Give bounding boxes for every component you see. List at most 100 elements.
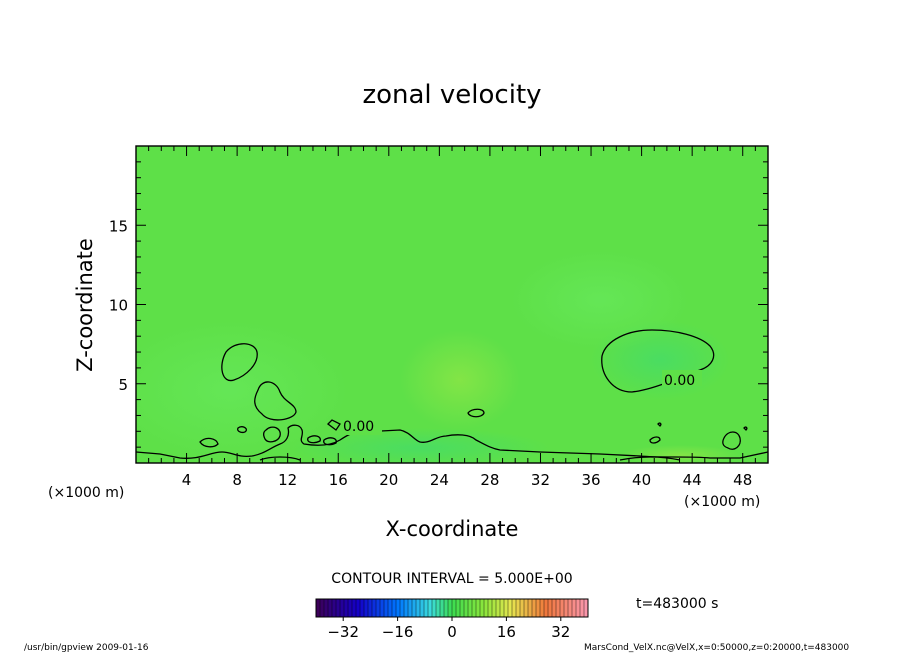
y-tick-label: 10 [109, 297, 128, 315]
colorbar-cell [576, 599, 581, 617]
x-unit-label-left: (×1000 m) [48, 485, 124, 501]
colorbar-cell [360, 599, 365, 617]
y-axis-label: Z-coordinate [73, 238, 97, 372]
time-label: t=483000 s [636, 596, 718, 612]
colorbar-cell [352, 599, 357, 617]
x-tick-label: 16 [329, 471, 348, 489]
contour-line [657, 422, 662, 427]
field-shade [400, 330, 520, 430]
colorbar-cell [336, 599, 341, 617]
colorbar-cell [516, 599, 521, 617]
colorbar-cell [388, 599, 393, 617]
colorbar-cell [436, 599, 441, 617]
colorbar-cell [316, 599, 321, 617]
contour-line [262, 426, 281, 443]
contour-label: 0.00 [664, 373, 695, 389]
colorbar-cell [568, 599, 573, 617]
colorbar-cell [552, 599, 557, 617]
x-axis-ticks: 4 8 12 16 20 24 28 32 36 40 44 48 [148, 146, 756, 489]
colorbar-cell [556, 599, 561, 617]
x-axis-label: X-coordinate [386, 517, 519, 541]
colorbar-cell [580, 599, 585, 617]
colorbar-cell [528, 599, 533, 617]
colorbar-cell [368, 599, 373, 617]
y-axis-ticks: 5 10 15 [109, 161, 768, 448]
x-tick-label: 44 [683, 471, 702, 489]
colorbar-cell [332, 599, 337, 617]
colorbar-cell [380, 599, 385, 617]
colorbar-cell [464, 599, 469, 617]
footer-left: /usr/bin/gpview 2009-01-16 [24, 643, 149, 653]
colorbar-cell [364, 599, 369, 617]
colorbar-cell [444, 599, 449, 617]
colorbar-cell [548, 599, 553, 617]
colorbar-cell [448, 599, 453, 617]
x-tick-label: 28 [480, 471, 499, 489]
colorbar-cell [340, 599, 345, 617]
colorbar-cell [412, 599, 417, 617]
colorbar-cell [324, 599, 329, 617]
colorbar-cell [480, 599, 485, 617]
colorbar-cell [476, 599, 481, 617]
colorbar-cell [400, 599, 405, 617]
colorbar-cell [512, 599, 517, 617]
x-tick-label: 40 [632, 471, 651, 489]
contour-line [199, 437, 219, 448]
x-tick-label: 48 [733, 471, 752, 489]
colorbar-cell [496, 599, 501, 617]
contour-label-bg [662, 370, 702, 386]
contour-line [649, 436, 661, 444]
colorbar-cell [488, 599, 493, 617]
y-tick-label: 5 [118, 376, 128, 394]
colorbar-cell [572, 599, 577, 617]
contour-line [254, 381, 297, 421]
contour-line [601, 329, 715, 393]
colorbar-tick-label: 0 [447, 623, 457, 641]
contour-interval-label: CONTOUR INTERVAL = 5.000E+00 [331, 571, 572, 587]
colorbar-cell [540, 599, 545, 617]
contour-line [136, 424, 768, 459]
x-tick-label: 32 [531, 471, 550, 489]
colorbar-cell [472, 599, 477, 617]
x-tick-label: 8 [232, 471, 242, 489]
chart-title: zonal velocity [362, 80, 541, 110]
x-unit-label-right: (×1000 m) [684, 494, 760, 510]
field-shade [290, 428, 550, 463]
colorbar-cell [492, 599, 497, 617]
contour-line [221, 343, 258, 382]
x-tick-label: 4 [182, 471, 192, 489]
colorbar-cell [416, 599, 421, 617]
colorbar-cell [348, 599, 353, 617]
colorbar-cell [372, 599, 377, 617]
colorbar-cell [392, 599, 397, 617]
contour-label-bg [342, 419, 382, 435]
footer-right: MarsCond_VelX.nc@VelX,x=0:50000,z=0:2000… [584, 643, 849, 653]
colorbar-cell [404, 599, 409, 617]
colorbar-tick-label: 32 [551, 623, 570, 641]
colorbar-cell [396, 599, 401, 617]
colorbar-cell [560, 599, 565, 617]
colorbar-cell [384, 599, 389, 617]
colorbar-cell [452, 599, 457, 617]
colorbar-cell [544, 599, 549, 617]
contour-line [323, 437, 337, 446]
colorbar-cell [344, 599, 349, 617]
colorbar-cell [456, 599, 461, 617]
colorbar-cell [424, 599, 429, 617]
colorbar-cell [428, 599, 433, 617]
x-tick-label: 24 [430, 471, 449, 489]
colorbar [315, 599, 589, 617]
colorbar-tick-label: −16 [382, 623, 414, 641]
colorbar-cell [508, 599, 513, 617]
colorbar-cell [564, 599, 569, 617]
colorbar-cell [320, 599, 325, 617]
colorbar-cell [420, 599, 425, 617]
colorbar-cell [328, 599, 333, 617]
colorbar-cell [484, 599, 489, 617]
contour-line [619, 456, 681, 461]
colorbar-cell [504, 599, 509, 617]
contour-label: 0.00 [343, 419, 374, 435]
contour-line [327, 419, 341, 431]
plot-area: 0.00 0.00 [136, 146, 768, 463]
contour-line [307, 435, 321, 444]
